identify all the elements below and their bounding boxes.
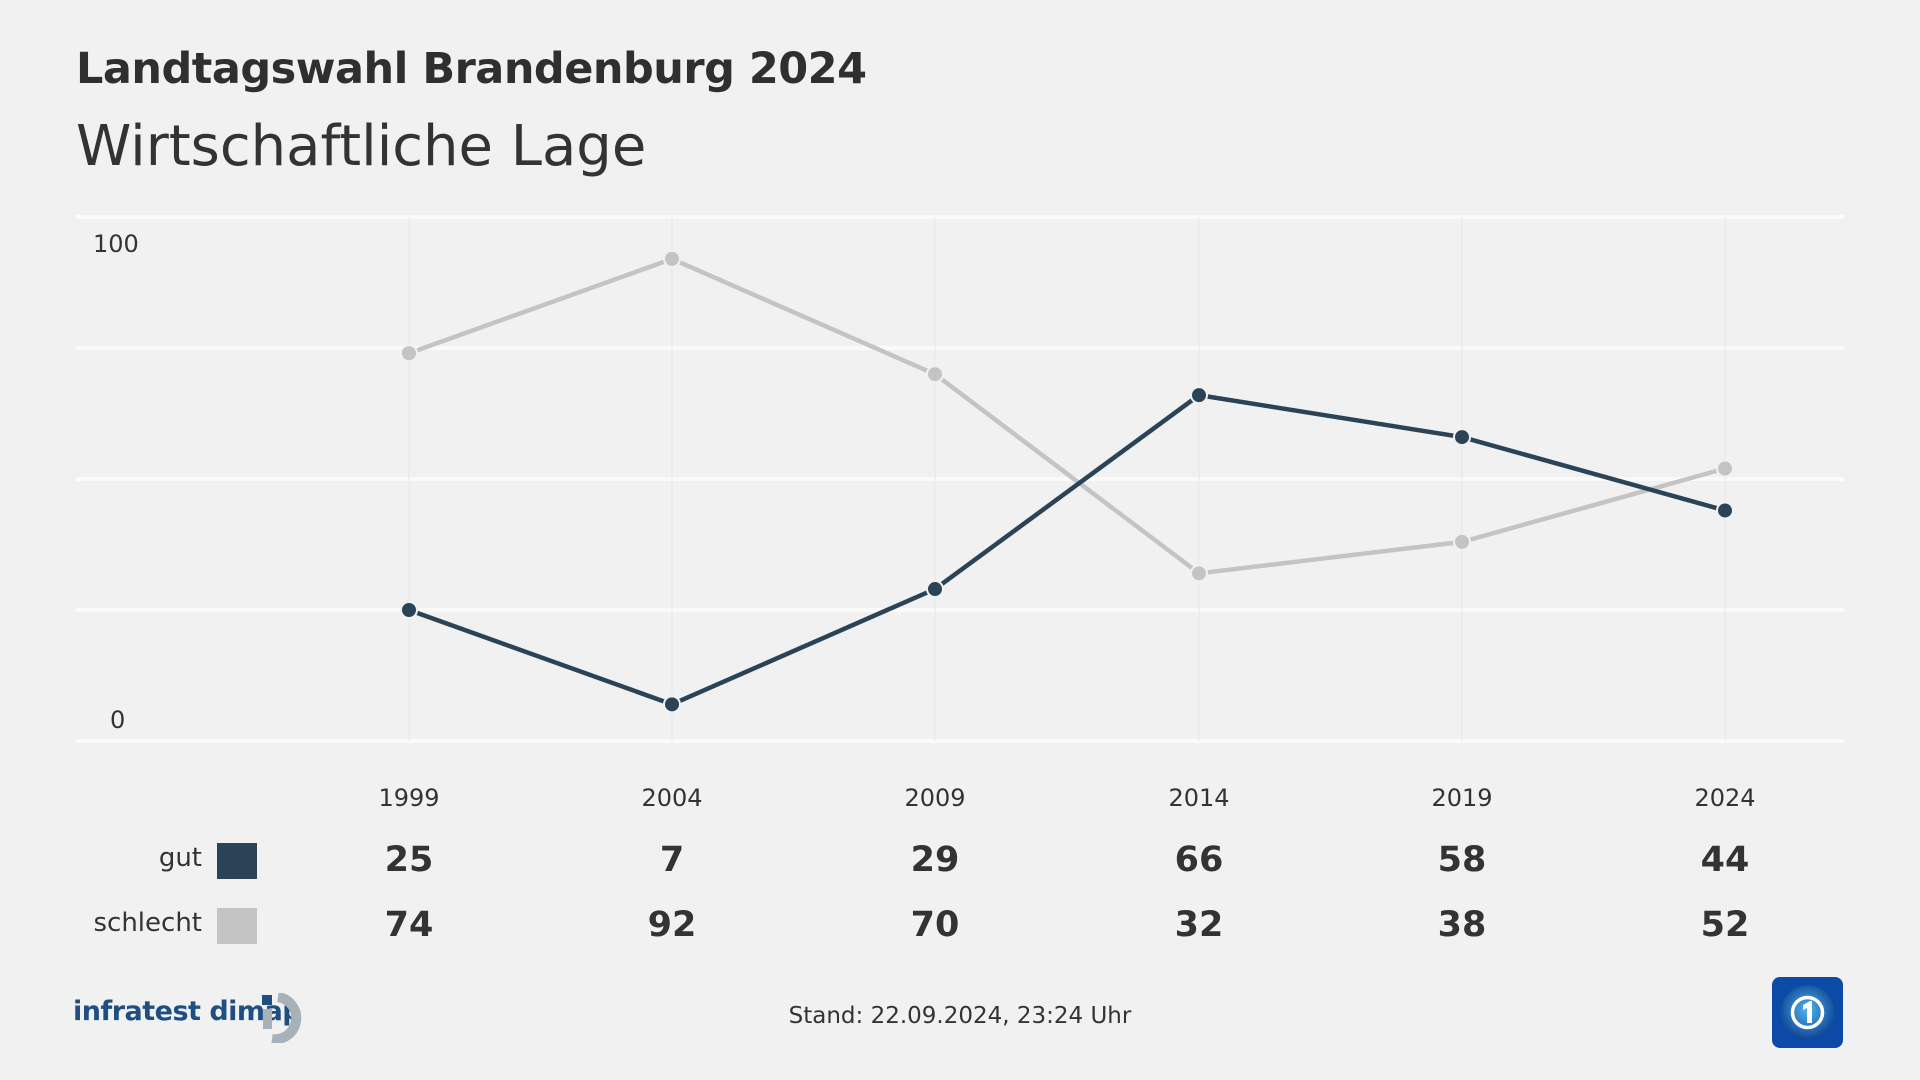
x-tick-label: 2024: [1694, 784, 1756, 812]
data-label-gut: 25: [384, 840, 434, 880]
point-schlecht-2024: [1716, 459, 1734, 478]
legend-swatch-gut: [217, 843, 257, 879]
y-tick-100: 100: [93, 230, 139, 258]
data-label-schlecht: 38: [1437, 905, 1487, 945]
data-label-gut: 29: [910, 840, 960, 880]
point-gut-2019: [1453, 428, 1471, 447]
data-label-schlecht: 92: [647, 905, 697, 945]
point-gut-2009: [926, 580, 944, 599]
series-line-schlecht: [408, 256, 1726, 576]
data-label-schlecht: 74: [384, 905, 434, 945]
x-tick-label: 2019: [1431, 784, 1493, 812]
data-label-gut: 58: [1437, 840, 1487, 880]
point-schlecht-1999: [400, 344, 418, 363]
data-label-schlecht: 70: [910, 905, 960, 945]
legend-label-schlecht: schlecht: [93, 908, 202, 938]
point-schlecht-2009: [926, 365, 944, 384]
point-gut-2014: [1190, 386, 1208, 405]
x-tick-label: 1999: [378, 784, 440, 812]
point-gut-2024: [1716, 501, 1734, 520]
x-tick-label: 2009: [904, 784, 966, 812]
point-schlecht-2019: [1453, 532, 1471, 551]
data-label-schlecht: 52: [1700, 905, 1750, 945]
data-label-gut: 66: [1174, 840, 1224, 880]
point-gut-1999: [400, 601, 418, 619]
timestamp: Stand: 22.09.2024, 23:24 Uhr: [788, 1003, 1132, 1029]
data-label-gut: 7: [659, 840, 685, 880]
y-tick-0: 0: [110, 706, 126, 734]
legend-swatch-schlecht: [217, 908, 257, 944]
infratest-dimap-logo-icon: [262, 993, 302, 1043]
legend-label-gut: gut: [158, 843, 202, 873]
data-label-gut: 44: [1700, 840, 1750, 880]
x-tick-label: 2014: [1168, 784, 1230, 812]
chart-title: Landtagswahl Brandenburg 2024: [76, 44, 867, 94]
point-gut-2004: [663, 695, 681, 714]
series-line-gut: [408, 392, 1726, 707]
tagesschau-globe-1-icon: [1772, 977, 1843, 1048]
data-label-schlecht: 32: [1174, 905, 1224, 945]
chart-subtitle: Wirtschaftliche Lage: [76, 114, 647, 179]
point-schlecht-2014: [1190, 564, 1208, 583]
point-schlecht-2004: [663, 249, 681, 268]
x-tick-label: 2004: [641, 784, 703, 812]
